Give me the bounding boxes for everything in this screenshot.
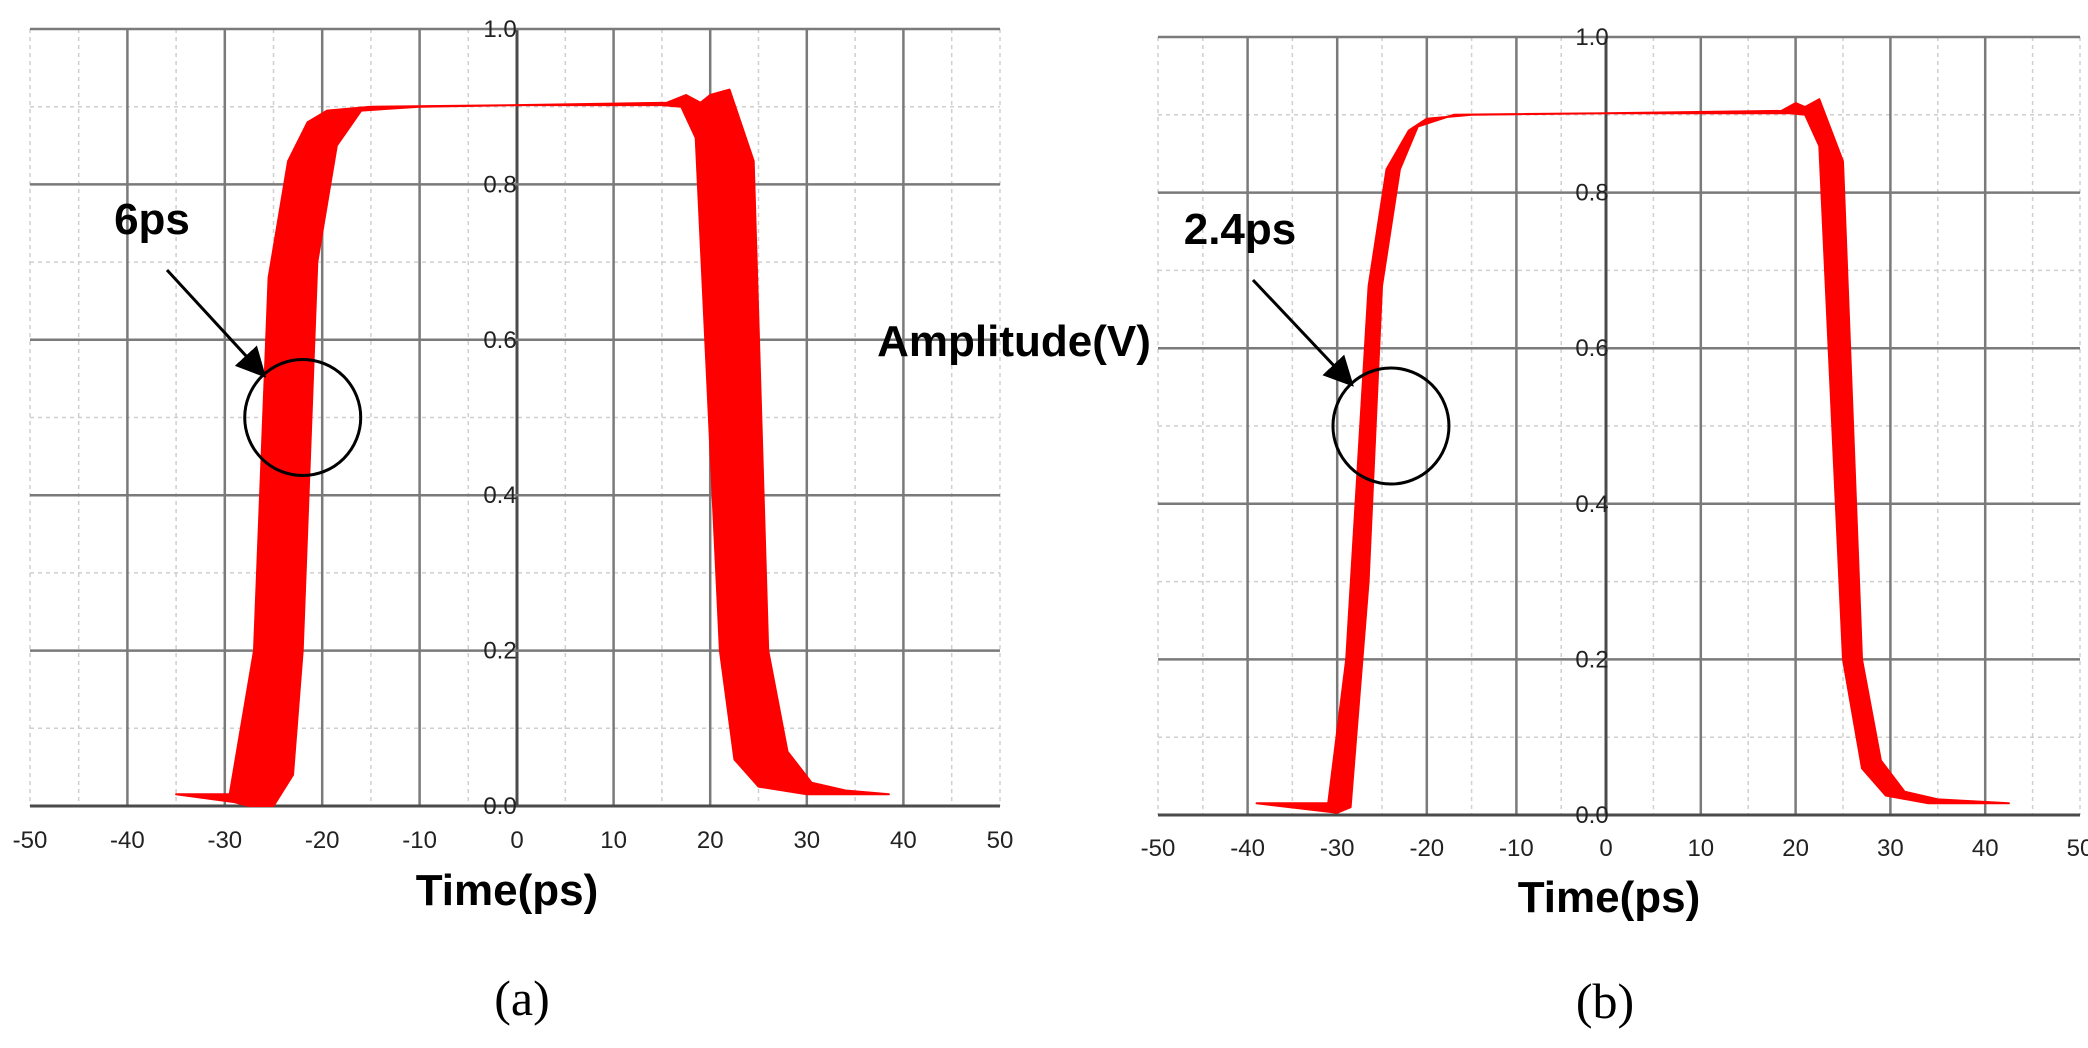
x-tick-label: -20 (1409, 835, 1444, 862)
annotation-label-a: 6ps (114, 195, 190, 244)
annotation-arrow-a (165, 268, 267, 378)
y-tick-label: 0.8 (1575, 180, 1608, 207)
major-grid-b (1158, 35, 2080, 817)
y-tick-label: 0.2 (1575, 646, 1608, 673)
annotation-circle-a (243, 358, 363, 477)
x-tick-labels-a: -50 -40 -30 -20 -10 0 10 20 30 40 50 (13, 827, 1014, 854)
y-tick-label: 0.8 (483, 171, 516, 198)
y-tick-labels-a: 0.0 0.2 0.4 0.6 0.8 1.0 (483, 16, 516, 820)
x-tick-label: -40 (110, 827, 145, 854)
y-tick-label: 0.6 (483, 327, 516, 354)
x-tick-label: 10 (600, 827, 627, 854)
x-tick-label: -10 (1499, 835, 1534, 862)
chart-panel-a: 0.0 0.2 0.4 0.6 0.8 1.0 -50 -40 -30 -20 -10 0 10 20 3… (13, 16, 1151, 1026)
annotation-circle-b (1331, 366, 1451, 486)
y-axis-title: Amplitude(V) (877, 317, 1151, 366)
x-tick-label: 40 (1972, 835, 1999, 862)
x-axis-title-a: Time(ps) (416, 866, 599, 915)
waveform-band-b (1255, 98, 2010, 814)
x-tick-label: -40 (1230, 835, 1265, 862)
x-tick-label: 50 (987, 827, 1014, 854)
y-tick-label: 0.6 (1575, 335, 1608, 362)
x-tick-label: 30 (793, 827, 820, 854)
annotation-arrow-b (1251, 278, 1354, 387)
x-tick-label: -20 (305, 827, 340, 854)
x-tick-label: 20 (697, 827, 724, 854)
y-tick-label: 1.0 (483, 16, 516, 43)
x-tick-labels-b: -50 -40 -30 -20 -10 0 10 20 30 40 50 (1141, 835, 2088, 862)
y-tick-label: 0.2 (483, 638, 516, 665)
panel-label-b: (b) (1576, 973, 1634, 1029)
x-tick-label: -10 (402, 827, 437, 854)
minor-grid-a (29, 28, 1001, 807)
panel-label-a: (a) (494, 970, 550, 1026)
y-tick-label: 1.0 (1575, 24, 1608, 51)
y-tick-label: 0.0 (1575, 802, 1608, 829)
x-tick-label: 0 (510, 827, 523, 854)
minor-grid-b (1157, 36, 2081, 816)
y-tick-labels-b: 0.0 0.2 0.4 0.6 0.8 1.0 (1575, 24, 1608, 829)
x-tick-label: -30 (1320, 835, 1355, 862)
x-tick-label: 30 (1877, 835, 1904, 862)
annotation-label-b: 2.4ps (1184, 205, 1297, 254)
x-axis-title-b: Time(ps) (1518, 873, 1701, 922)
x-tick-label: -30 (207, 827, 242, 854)
y-tick-label: 0.4 (1575, 491, 1608, 518)
x-tick-label: 20 (1782, 835, 1809, 862)
x-tick-label: -50 (13, 827, 48, 854)
x-tick-label: 10 (1687, 835, 1714, 862)
waveform-band-a (175, 88, 890, 807)
x-tick-label: -50 (1141, 835, 1176, 862)
x-tick-label: 0 (1599, 835, 1612, 862)
y-tick-label: 0.4 (483, 482, 516, 509)
x-tick-label: 50 (2067, 835, 2088, 862)
y-tick-label: 0.0 (483, 793, 516, 820)
x-tick-label: 40 (890, 827, 917, 854)
chart-panel-b: 0.0 0.2 0.4 0.6 0.8 1.0 -50 -40 -30 -20 -10 0 10 20 3… (1141, 24, 2088, 1029)
